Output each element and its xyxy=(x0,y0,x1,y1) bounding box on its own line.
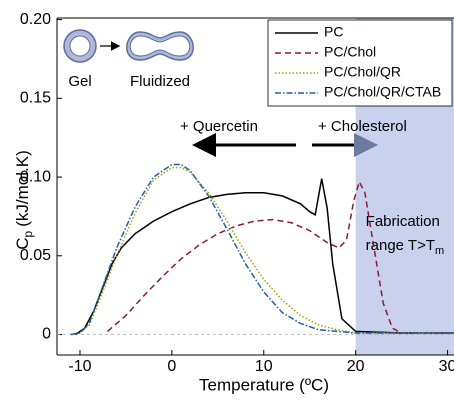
y-tick-label: 0.05 xyxy=(20,247,51,264)
data-line xyxy=(70,166,454,336)
legend-label: PC/Chol/QR xyxy=(324,64,401,80)
region-label: range T>Tm xyxy=(366,237,445,257)
x-tick-label: 30 xyxy=(439,358,454,375)
inset xyxy=(63,29,194,63)
data-line xyxy=(74,178,454,336)
y-tick-label: 0.15 xyxy=(20,90,51,107)
region-label-sub: m xyxy=(435,245,444,257)
legend-box xyxy=(267,19,453,107)
y-tick-label: 0.20 xyxy=(20,11,51,28)
annotation: + Quercetin xyxy=(180,118,258,135)
inset-label: Gel xyxy=(68,73,91,90)
data-line xyxy=(70,163,454,336)
x-tick-label: 20 xyxy=(347,358,365,375)
y-axis-label-unit: (kJ/mol.K) xyxy=(13,150,32,227)
annotation: + Cholesterol xyxy=(318,118,407,135)
region-label: Fabrication xyxy=(366,213,440,230)
x-axis-label: Temperature (ºC) xyxy=(199,375,329,394)
y-tick-label: 0.10 xyxy=(20,168,51,185)
x-tick-label: 0 xyxy=(167,358,176,375)
legend-label: PC/Chol/QR/CTAB xyxy=(324,84,441,100)
x-tick-label: 10 xyxy=(255,358,273,375)
region-label-main: range T>T xyxy=(366,237,435,254)
data-line xyxy=(107,179,454,334)
legend-label: PC/Chol xyxy=(324,44,376,60)
y-axis-label-sub: p xyxy=(21,230,35,237)
legend-label: PC xyxy=(324,24,343,40)
x-tick-label: -10 xyxy=(68,358,91,375)
y-tick-label: 0 xyxy=(42,326,51,343)
y-axis-label: Cp (kJ/mol.K) xyxy=(13,150,35,249)
inset-label: Fluidized xyxy=(130,73,190,90)
y-axis-label-main: C xyxy=(13,237,32,249)
